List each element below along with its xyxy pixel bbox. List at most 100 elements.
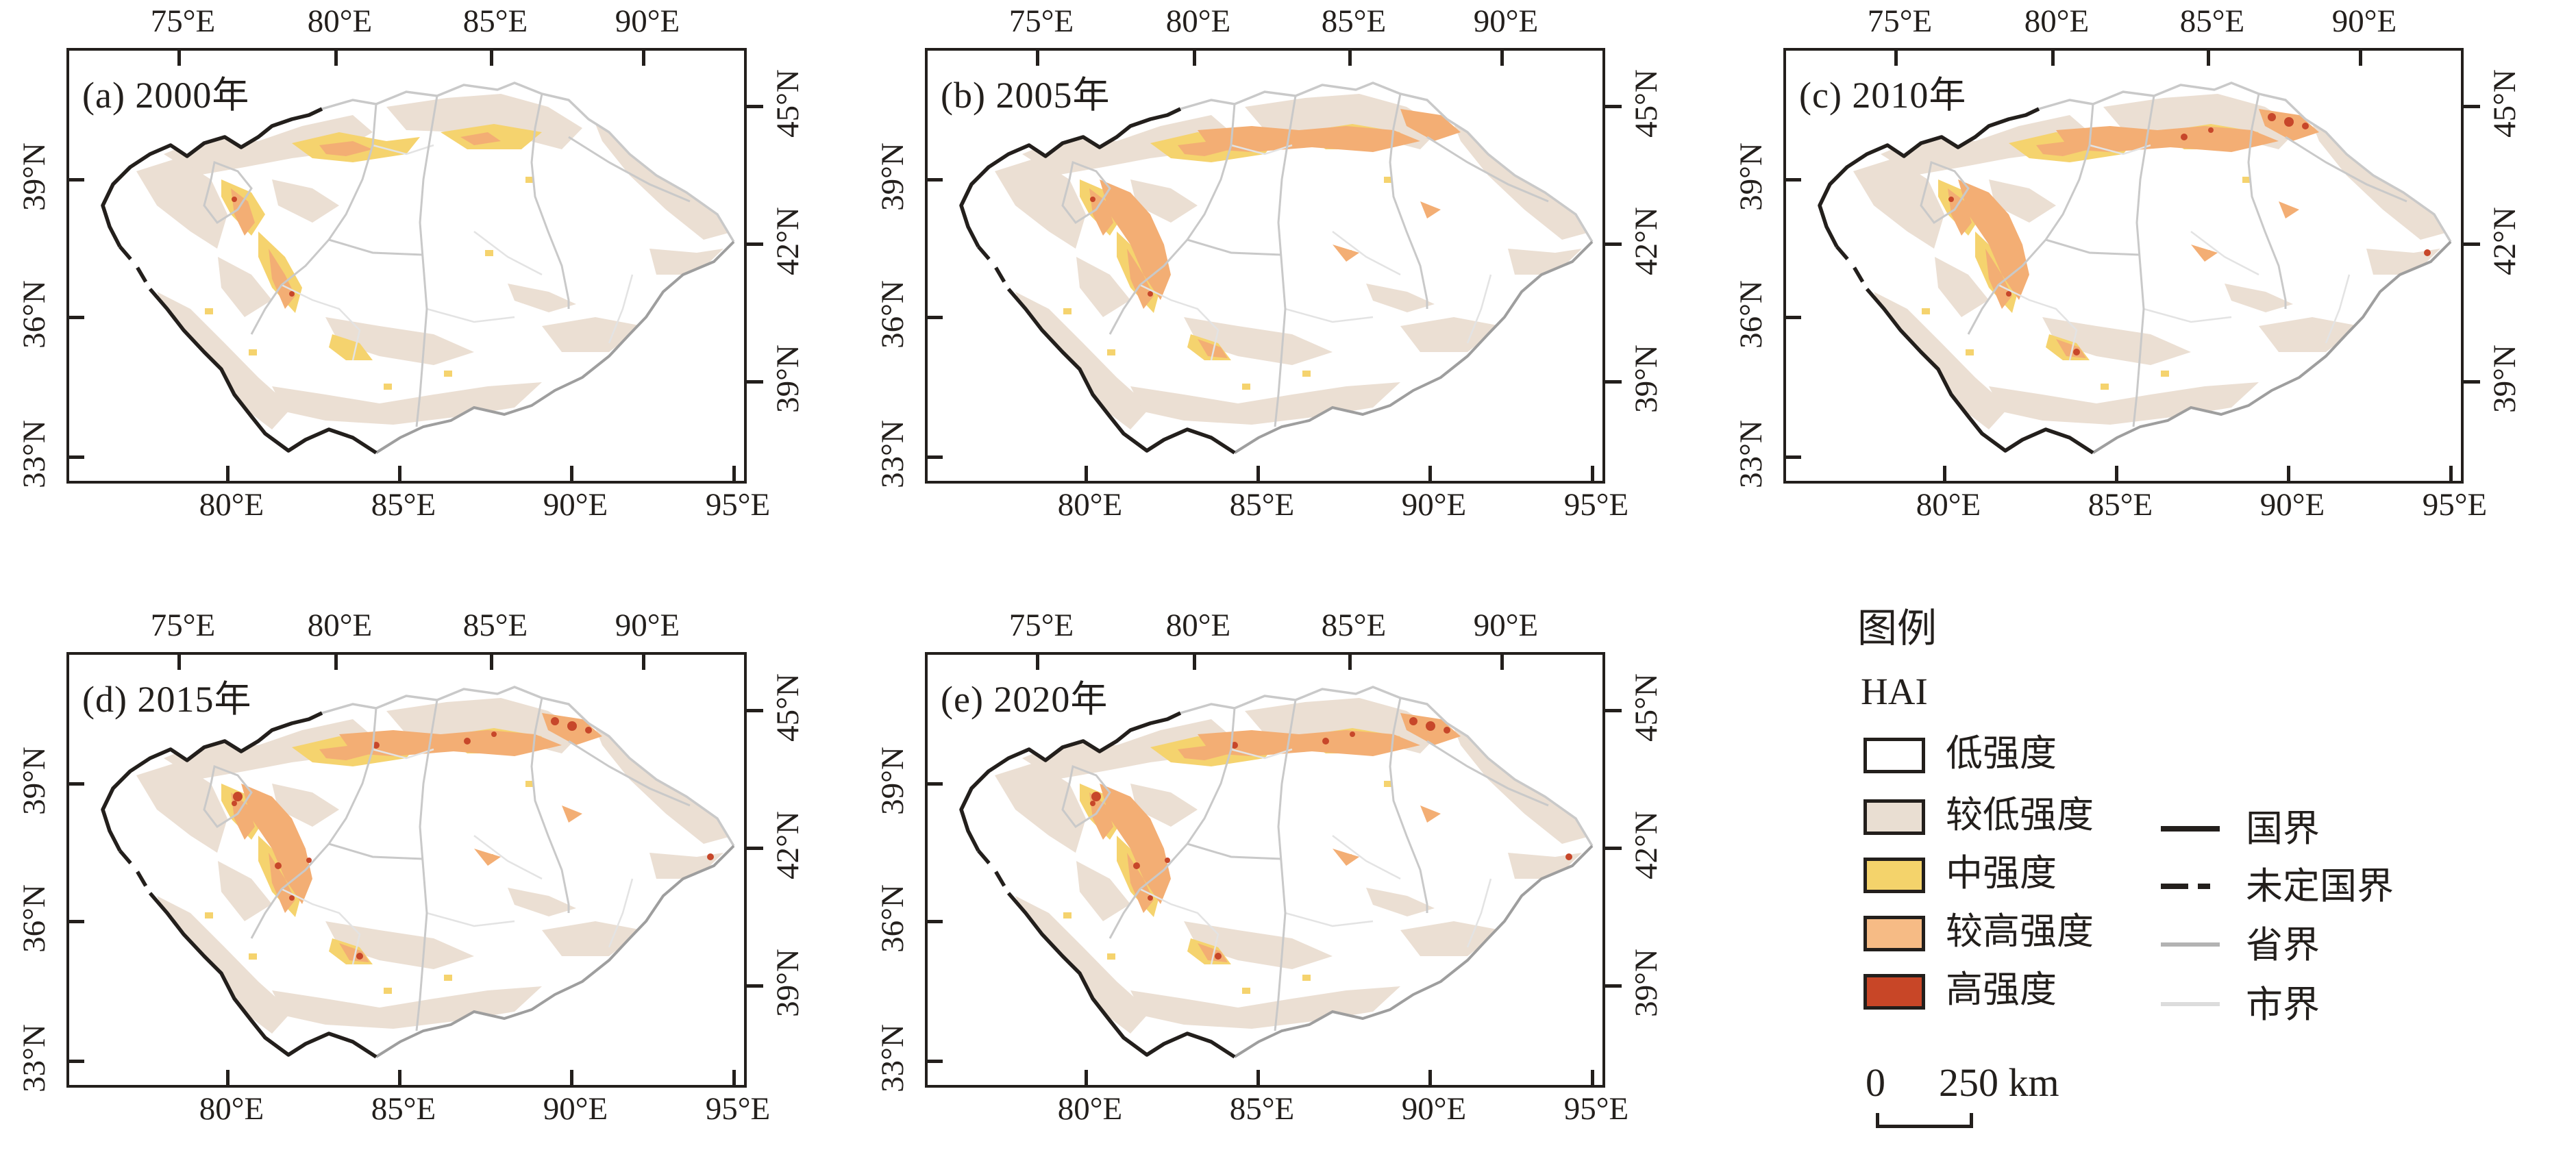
tick-right-39n bbox=[1604, 380, 1622, 384]
tick-top-90e bbox=[1500, 653, 1504, 670]
axis-label-left-33n: 33°N bbox=[875, 1024, 911, 1092]
axis-label-bottom-95e: 95°E bbox=[2422, 487, 2488, 523]
axis-label-top-80e: 80°E bbox=[2024, 3, 2090, 39]
tick-top-80e bbox=[1193, 49, 1196, 66]
axis-label-right-42n: 42°N bbox=[2487, 207, 2523, 275]
axis-label-right-45n: 45°N bbox=[2487, 69, 2523, 138]
tick-right-42n bbox=[2462, 242, 2480, 246]
tick-top-80e bbox=[2051, 49, 2055, 66]
tick-right-42n bbox=[745, 242, 763, 246]
legend-class-label: 较低强度 bbox=[1946, 795, 2094, 836]
map-panel: (d) 2015年 75°E 80°E 85°E 90°E 80°E 85°E … bbox=[0, 606, 858, 1149]
axis-label-bottom-90e: 90°E bbox=[543, 487, 608, 523]
tick-left-36n bbox=[68, 316, 84, 319]
axis-label-left-36n: 36°N bbox=[875, 280, 911, 349]
tick-left-36n bbox=[68, 920, 84, 923]
axis-label-left-33n: 33°N bbox=[16, 1024, 52, 1092]
axis-label-bottom-90e: 90°E bbox=[2259, 487, 2325, 523]
scalebar-bar bbox=[1876, 1113, 1973, 1128]
tick-left-36n bbox=[926, 316, 943, 319]
legend-line-label: 市界 bbox=[2246, 984, 2320, 1025]
tick-bottom-85e bbox=[1256, 1070, 1260, 1086]
tick-right-42n bbox=[1604, 847, 1622, 850]
axis-label-left-33n: 33°N bbox=[16, 420, 52, 488]
legend-class-label: 中强度 bbox=[1946, 853, 2057, 894]
axis-label-top-90e: 90°E bbox=[615, 3, 680, 39]
legend-line-label: 未定国界 bbox=[2246, 866, 2394, 907]
tick-right-42n bbox=[745, 847, 763, 850]
tick-bottom-85e bbox=[398, 466, 401, 482]
tick-right-45n bbox=[745, 709, 763, 712]
tick-bottom-95e bbox=[2449, 466, 2453, 482]
axis-label-right-42n: 42°N bbox=[1628, 207, 1664, 275]
tick-bottom-85e bbox=[2115, 466, 2118, 482]
tick-left-33n bbox=[1785, 455, 1801, 459]
map-frame bbox=[925, 48, 1622, 484]
legend-class-swatch bbox=[1863, 858, 1925, 893]
tick-bottom-95e bbox=[1591, 466, 1594, 482]
axis-label-top-80e: 80°E bbox=[307, 608, 373, 643]
axis-label-right-45n: 45°N bbox=[1628, 673, 1664, 742]
axis-label-left-39n: 39°N bbox=[16, 142, 52, 211]
tick-left-39n bbox=[1785, 178, 1801, 182]
tick-top-85e bbox=[490, 653, 493, 670]
axis-label-right-42n: 42°N bbox=[770, 207, 806, 275]
tick-top-75e bbox=[1036, 49, 1039, 66]
tick-bottom-85e bbox=[398, 1070, 401, 1086]
axis-label-top-75e: 75°E bbox=[150, 608, 216, 643]
axis-label-left-36n: 36°N bbox=[1733, 280, 1769, 349]
tick-bottom-80e bbox=[1085, 1070, 1088, 1086]
tick-bottom-95e bbox=[1591, 1070, 1594, 1086]
tick-bottom-90e bbox=[2287, 466, 2290, 482]
tick-bottom-90e bbox=[570, 1070, 573, 1086]
legend-class-label: 低强度 bbox=[1946, 733, 2057, 774]
axis-label-bottom-95e: 95°E bbox=[705, 487, 771, 523]
axis-label-top-90e: 90°E bbox=[1473, 3, 1539, 39]
tick-left-33n bbox=[68, 455, 84, 459]
axis-label-right-42n: 42°N bbox=[770, 811, 806, 879]
legend-class-swatch bbox=[1863, 738, 1925, 773]
panel-title: (a) 2000年 bbox=[82, 75, 250, 116]
axis-label-right-39n: 39°N bbox=[770, 345, 806, 413]
axis-label-bottom-95e: 95°E bbox=[705, 1091, 771, 1127]
axis-label-bottom-95e: 95°E bbox=[1563, 1091, 1629, 1127]
axis-label-top-80e: 80°E bbox=[1165, 608, 1231, 643]
map-frame bbox=[66, 652, 763, 1088]
tick-top-85e bbox=[490, 49, 493, 66]
tick-top-80e bbox=[334, 49, 338, 66]
legend-class-label: 高强度 bbox=[1946, 969, 2057, 1010]
tick-left-39n bbox=[68, 178, 84, 182]
tick-bottom-80e bbox=[226, 466, 230, 482]
tick-right-45n bbox=[745, 105, 763, 108]
tick-bottom-95e bbox=[732, 466, 736, 482]
axis-label-left-33n: 33°N bbox=[1733, 420, 1769, 488]
tick-left-33n bbox=[68, 1060, 84, 1063]
axis-label-right-39n: 39°N bbox=[2487, 345, 2523, 413]
axis-label-bottom-85e: 85°E bbox=[1229, 487, 1295, 523]
tick-left-39n bbox=[926, 178, 943, 182]
tick-top-85e bbox=[1348, 653, 1352, 670]
map-panel: (e) 2020年 75°E 80°E 85°E 90°E 80°E 85°E … bbox=[858, 606, 1717, 1149]
axis-label-top-75e: 75°E bbox=[1008, 3, 1074, 39]
panel-title: (d) 2015年 bbox=[82, 679, 252, 720]
axis-label-right-39n: 39°N bbox=[1628, 345, 1664, 413]
panel-title: (b) 2005年 bbox=[941, 75, 1111, 116]
map-panel: (c) 2010年 75°E 80°E 85°E 90°E 80°E 85°E … bbox=[1717, 2, 2575, 545]
axis-label-bottom-80e: 80°E bbox=[199, 487, 264, 523]
axis-label-right-42n: 42°N bbox=[1628, 811, 1664, 879]
tick-right-45n bbox=[1604, 105, 1622, 108]
map-panel: (a) 2000年 75°E 80°E 85°E 90°E 80°E 85°E … bbox=[0, 2, 858, 545]
map-frame bbox=[66, 48, 763, 484]
tick-top-80e bbox=[334, 653, 338, 670]
legend: 图例 HAI 低强度 较低强度 中强度 较高强度 高强度 国界 未定国界 省界 … bbox=[1717, 606, 2576, 1150]
tick-right-45n bbox=[2462, 105, 2480, 108]
axis-label-top-85e: 85°E bbox=[1321, 3, 1387, 39]
tick-top-90e bbox=[642, 653, 645, 670]
axis-label-left-39n: 39°N bbox=[16, 747, 52, 815]
tick-top-90e bbox=[1500, 49, 1504, 66]
axis-label-bottom-80e: 80°E bbox=[1916, 487, 1981, 523]
axis-label-right-39n: 39°N bbox=[1628, 949, 1664, 1017]
axis-label-top-75e: 75°E bbox=[1867, 3, 1933, 39]
tick-left-33n bbox=[926, 455, 943, 459]
axis-label-bottom-85e: 85°E bbox=[2088, 487, 2153, 523]
